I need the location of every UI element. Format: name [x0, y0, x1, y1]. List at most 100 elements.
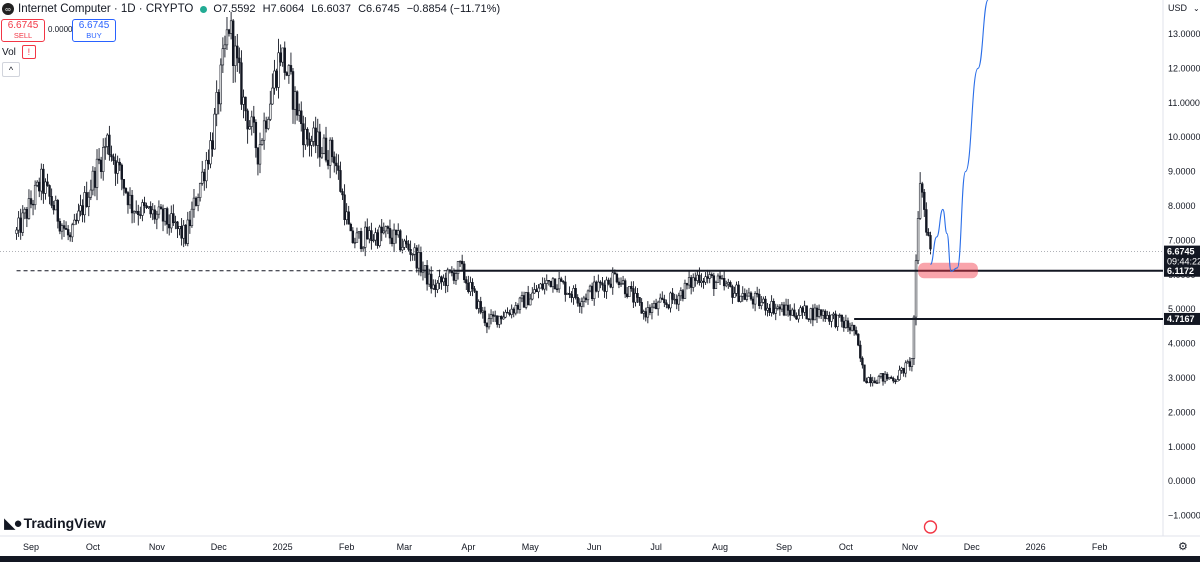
- candle-body: [869, 377, 872, 384]
- candle-body: [784, 304, 788, 316]
- candle-body: [850, 324, 854, 331]
- candle-body: [161, 208, 165, 222]
- tradingview-logo[interactable]: ◣● TradingView: [4, 514, 106, 532]
- candle-body: [708, 274, 711, 279]
- candle-body: [91, 170, 95, 191]
- candle-body: [46, 181, 49, 186]
- candle-body: [394, 229, 398, 236]
- y-tick-label: 8.0000: [1168, 201, 1196, 211]
- market-open-icon: [200, 5, 208, 13]
- candle-body: [821, 310, 825, 316]
- candle-body: [17, 217, 20, 231]
- candle-body: [506, 311, 509, 314]
- candle-body: [838, 314, 841, 317]
- buy-button[interactable]: 6.6745 BUY: [72, 19, 116, 42]
- candle-body: [687, 277, 691, 286]
- candle-body: [902, 367, 905, 374]
- x-tick-label: May: [522, 542, 540, 552]
- volume-indicator[interactable]: Vol !: [2, 45, 36, 59]
- candle-body: [322, 137, 326, 154]
- candle-body: [349, 223, 352, 232]
- candle-body: [916, 218, 920, 262]
- tradingview-mark-icon: ◣●: [4, 515, 23, 532]
- candle-body: [126, 192, 130, 206]
- candle-body: [733, 293, 736, 298]
- candle-body: [135, 210, 138, 213]
- candle-body: [683, 282, 687, 299]
- candle-body: [801, 307, 804, 313]
- candle-body: [29, 198, 33, 205]
- candle-body: [304, 128, 307, 146]
- candle-body: [442, 277, 445, 283]
- candle-body: [793, 309, 796, 317]
- candle-body: [677, 295, 680, 305]
- event-flag-icon: [923, 520, 938, 534]
- symbol-header: ∞ Internet Computer · 1D · CRYPTO O7.559…: [0, 0, 504, 18]
- gear-icon[interactable]: ⚙: [1178, 541, 1188, 553]
- candle-body: [863, 364, 866, 382]
- candle-body: [432, 284, 435, 289]
- candle-body: [879, 373, 883, 377]
- x-tick-label: Nov: [902, 542, 919, 552]
- candle-body: [626, 293, 629, 297]
- collapse-indicators-button[interactable]: ^: [2, 62, 20, 77]
- horizontal-levels: [0, 251, 1163, 320]
- price-tag-countdown: 09:44:22: [1167, 257, 1200, 267]
- candle-body: [314, 127, 317, 146]
- candle-body: [797, 315, 800, 320]
- candle-body: [526, 292, 530, 306]
- projection-drawing[interactable]: [918, 0, 989, 279]
- candle-body: [42, 168, 45, 194]
- price-axis[interactable]: 13.0000 12.0000 11.0000 10.0000 9.0000 8.0000…: [1168, 29, 1200, 521]
- ohlc-values: O7.5592 H7.6064 L6.6037 C6.6745 −0.8854 …: [213, 3, 504, 15]
- candle-body: [921, 183, 924, 193]
- candle-body: [223, 44, 227, 49]
- candle-body: [178, 225, 181, 230]
- candle-body: [539, 283, 542, 289]
- candle-body: [454, 273, 458, 281]
- candle-body: [359, 231, 363, 250]
- candle-body: [673, 298, 676, 301]
- candle-body: [852, 324, 856, 331]
- candle-body: [399, 230, 402, 251]
- candle-body: [330, 139, 334, 158]
- candle-body: [246, 110, 249, 130]
- candle-body: [89, 189, 93, 198]
- candle-body: [566, 292, 569, 295]
- candle-body: [192, 197, 196, 210]
- warning-icon[interactable]: !: [21, 45, 36, 59]
- candle-body: [578, 302, 581, 307]
- candle-body: [87, 196, 90, 207]
- candle-body: [289, 65, 293, 72]
- candle-body: [93, 170, 97, 188]
- volume-label: Vol: [2, 46, 16, 58]
- candle-body: [415, 247, 418, 269]
- price-tag-box: [1164, 264, 1200, 277]
- currency-selector[interactable]: USD ⌄: [1168, 3, 1200, 13]
- candle-body: [211, 140, 214, 150]
- candle-body: [840, 314, 843, 322]
- candle-body: [361, 247, 365, 250]
- candle-body: [281, 47, 284, 63]
- candle-body: [562, 281, 565, 283]
- candle-body: [702, 280, 705, 283]
- candle-body: [139, 214, 142, 216]
- candle-body: [758, 293, 761, 307]
- candle-body: [54, 200, 57, 211]
- candle-body: [900, 367, 903, 371]
- candle-body: [213, 113, 216, 150]
- time-axis[interactable]: Sep Oct Nov Dec 2025 Feb Mar Apr May Jun Jul Aug Sep…: [23, 520, 1107, 552]
- candle-body: [234, 45, 237, 66]
- symbol-title[interactable]: Internet Computer · 1D · CRYPTO: [18, 3, 194, 15]
- candle-body: [694, 277, 697, 281]
- candle-body: [471, 282, 474, 290]
- candle-body: [271, 87, 274, 105]
- sell-button[interactable]: 6.6745 SELL: [1, 19, 45, 42]
- candle-body: [60, 225, 64, 232]
- candle-body: [599, 281, 602, 284]
- candle-body: [368, 230, 371, 240]
- candle-body: [865, 380, 868, 384]
- candle-body: [463, 263, 466, 280]
- candle-body: [842, 321, 846, 328]
